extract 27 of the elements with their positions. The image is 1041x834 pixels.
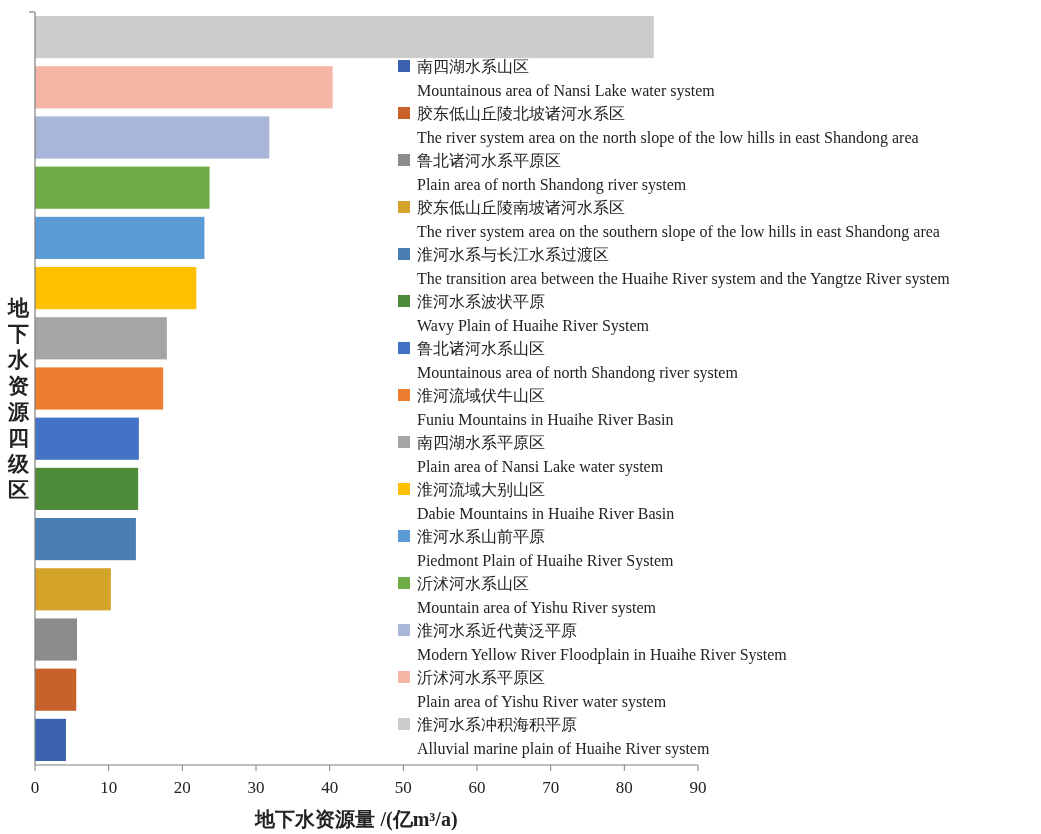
x-tick-label: 10 <box>100 778 118 797</box>
x-tick-label: 60 <box>468 778 486 797</box>
legend-label: 鲁北诸河水系山区 Mountainous area of north Shandong river system <box>417 340 739 382</box>
legend-label: 淮河水系波状平原 Wavy Plain of Huaihe River System <box>417 293 650 335</box>
legend-label: 淮河水系山前平原 Piedmont Plain of Huaihe River System <box>417 528 674 570</box>
legend-label: 沂沭河水系平原区 Plain area of Yishu River water system <box>417 669 667 711</box>
legend-label: 胶东低山丘陵北坡诸河水系区 The river system area on the north slope of the low hills in east Shandong area <box>417 105 919 147</box>
x-axis-title: 地下水资源量 /(亿m³/a) <box>254 808 458 831</box>
x-tick-label: 70 <box>542 778 560 797</box>
x-tick-label: 40 <box>321 778 339 797</box>
legend-label: 鲁北诸河水系平原区 Plain area of north Shandong river system <box>417 152 687 194</box>
legend-label: 淮河水系冲积海积平原 Alluvial marine plain of Huaihe River system <box>417 716 710 758</box>
legend-label: 沂沭河水系山区 Mountain area of Yishu River system <box>417 575 657 617</box>
x-tick-label: 0 <box>30 778 40 797</box>
legend-label: 胶东低山丘陵南坡诸河水系区 The river system area on the southern slope of the low hills in east Shandong area <box>417 199 940 241</box>
x-tick-label: 80 <box>615 778 633 797</box>
legend-label: 淮河水系近代黄泛平原 Modern Yellow River Floodplain in Huaihe River System <box>417 622 788 664</box>
legend-label: 南四湖水系平原区 Plain area of Nansi Lake water system <box>417 434 664 476</box>
legend-label: 淮河水系与长江水系过渡区 The transition area between the Huaihe River system and the Yangtze River system <box>417 246 951 288</box>
legend-label: 南四湖水系山区 Mountainous area of Nansi Lake water system <box>417 58 716 100</box>
x-tick-label: 30 <box>247 778 265 797</box>
x-tick-label: 20 <box>173 778 191 797</box>
y-axis-title: 地下水资源四级区 <box>6 295 30 502</box>
x-tick-label: 90 <box>689 778 707 797</box>
legend-label: 淮河流域大别山区 Dabie Mountains in Huaihe River Basin <box>417 481 675 522</box>
legend-label: 淮河流域伏牛山区 Funiu Mountains in Huaihe River Basin <box>417 387 674 428</box>
x-tick-label: 50 <box>394 778 412 797</box>
